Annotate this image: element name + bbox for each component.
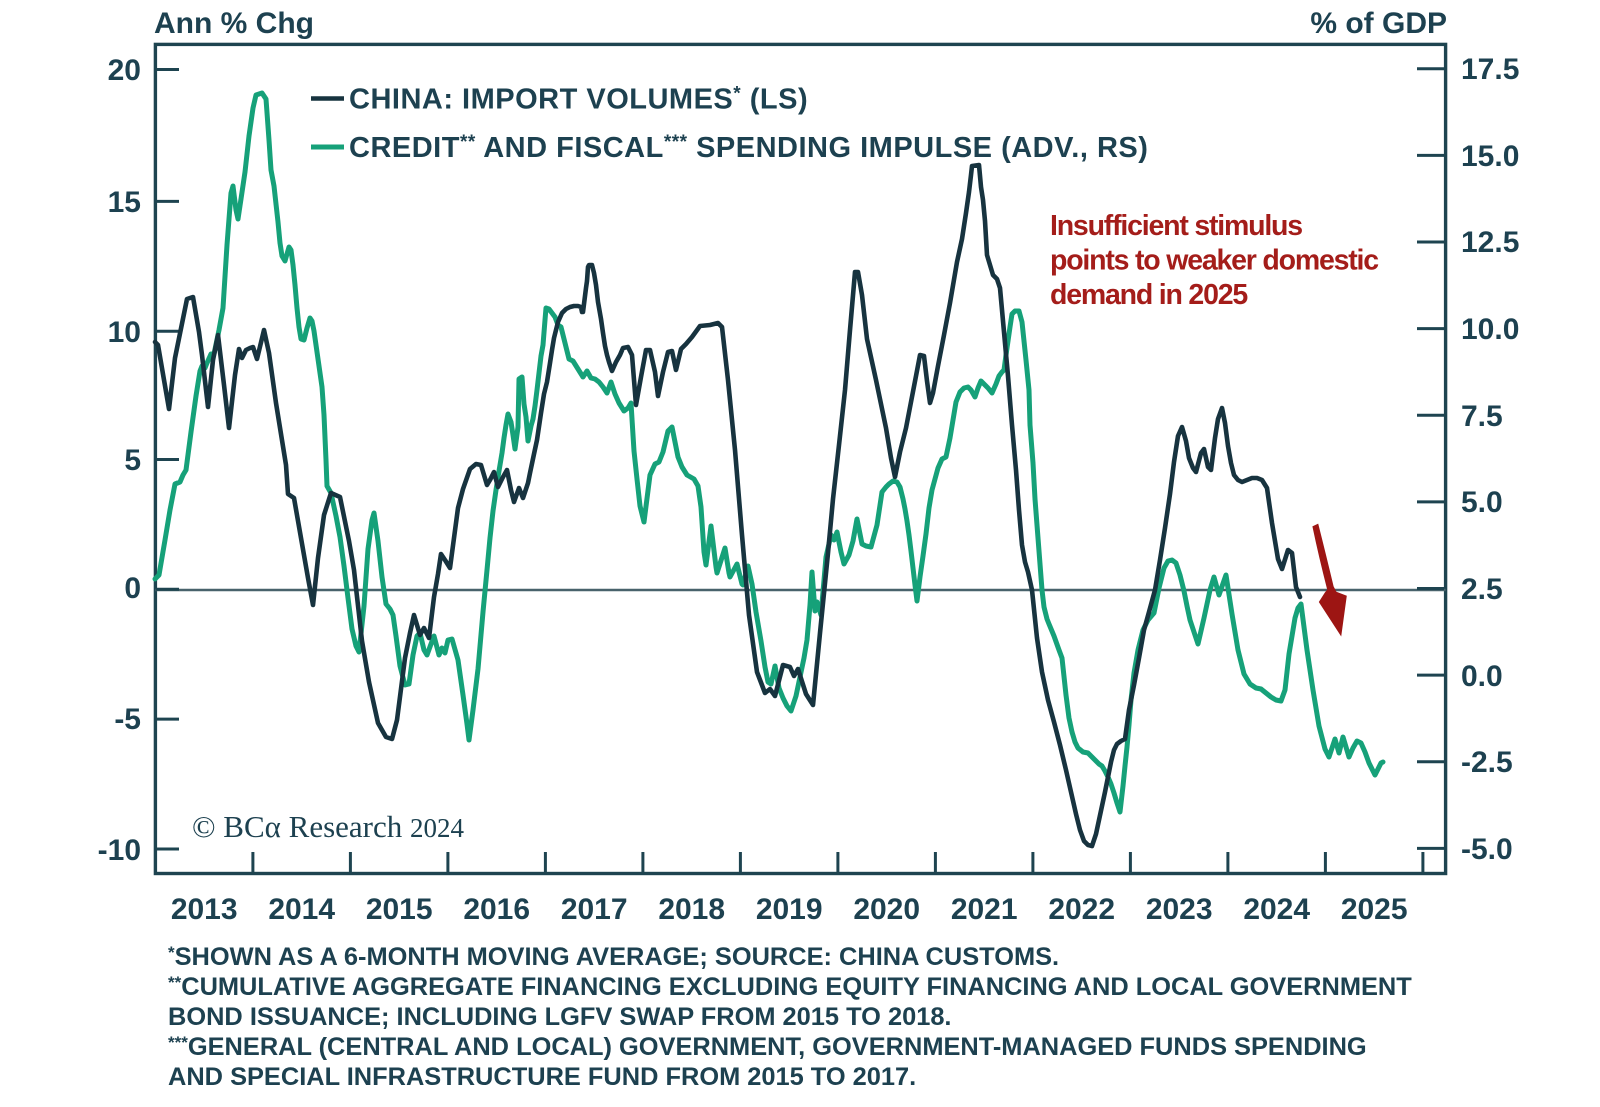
svg-text:0: 0 xyxy=(124,572,141,605)
svg-text:*SHOWN AS A 6-MONTH MOVING AVE: *SHOWN AS A 6-MONTH MOVING AVERAGE; SOUR… xyxy=(168,943,1059,971)
svg-text:5: 5 xyxy=(124,444,141,477)
svg-text:0.0: 0.0 xyxy=(1461,660,1503,693)
svg-text:2022: 2022 xyxy=(1048,893,1115,926)
svg-text:-2.5: -2.5 xyxy=(1461,746,1513,779)
svg-text:10: 10 xyxy=(108,316,141,349)
svg-text:2025: 2025 xyxy=(1341,893,1408,926)
svg-text:17.5: 17.5 xyxy=(1461,53,1519,86)
svg-text:2015: 2015 xyxy=(366,893,433,926)
svg-text:2021: 2021 xyxy=(951,893,1018,926)
svg-text:5.0: 5.0 xyxy=(1461,486,1503,519)
svg-text:-10: -10 xyxy=(98,834,141,867)
svg-text:2024: 2024 xyxy=(1243,893,1310,926)
svg-text:10.0: 10.0 xyxy=(1461,313,1519,346)
svg-text:7.5: 7.5 xyxy=(1461,400,1503,433)
svg-text:20: 20 xyxy=(108,54,141,87)
svg-text:% of GDP: % of GDP xyxy=(1310,7,1447,40)
svg-text:2018: 2018 xyxy=(658,893,725,926)
svg-text:2017: 2017 xyxy=(561,893,628,926)
svg-text:-5.0: -5.0 xyxy=(1461,833,1513,866)
svg-text:2014: 2014 xyxy=(268,893,335,926)
svg-text:2016: 2016 xyxy=(463,893,530,926)
svg-text:12.5: 12.5 xyxy=(1461,226,1519,259)
svg-text:**CUMULATIVE AGGREGATE FINANCI: **CUMULATIVE AGGREGATE FINANCING EXCLUDI… xyxy=(168,973,1412,1001)
svg-text:© BCα Research 2024: © BCα Research 2024 xyxy=(192,809,465,844)
svg-text:2013: 2013 xyxy=(171,893,238,926)
svg-text:Insufficient stimulus: Insufficient stimulus xyxy=(1050,210,1302,242)
svg-text:BOND ISSUANCE; INCLUDING LGFV: BOND ISSUANCE; INCLUDING LGFV SWAP FROM … xyxy=(168,1003,952,1031)
svg-text:Ann % Chg: Ann % Chg xyxy=(154,7,314,40)
svg-text:-5: -5 xyxy=(114,703,141,736)
svg-text:2019: 2019 xyxy=(756,893,823,926)
svg-text:CHINA: IMPORT VOLUMES* (LS): CHINA: IMPORT VOLUMES* (LS) xyxy=(349,84,808,116)
svg-text:2020: 2020 xyxy=(853,893,920,926)
svg-text:2023: 2023 xyxy=(1146,893,1213,926)
svg-text:15: 15 xyxy=(108,186,141,219)
svg-text:AND SPECIAL INFRASTRUCTURE FUN: AND SPECIAL INFRASTRUCTURE FUND FROM 201… xyxy=(168,1063,916,1091)
svg-text:demand in 2025: demand in 2025 xyxy=(1050,279,1248,311)
svg-text:CREDIT** AND FISCAL*** SPENDIN: CREDIT** AND FISCAL*** SPENDING IMPULSE … xyxy=(349,132,1148,164)
svg-text:15.0: 15.0 xyxy=(1461,140,1519,173)
svg-text:2.5: 2.5 xyxy=(1461,573,1503,606)
svg-text:points to weaker domestic: points to weaker domestic xyxy=(1050,245,1379,277)
svg-text:***GENERAL (CENTRAL AND LOCAL): ***GENERAL (CENTRAL AND LOCAL) GOVERNMEN… xyxy=(168,1033,1367,1061)
